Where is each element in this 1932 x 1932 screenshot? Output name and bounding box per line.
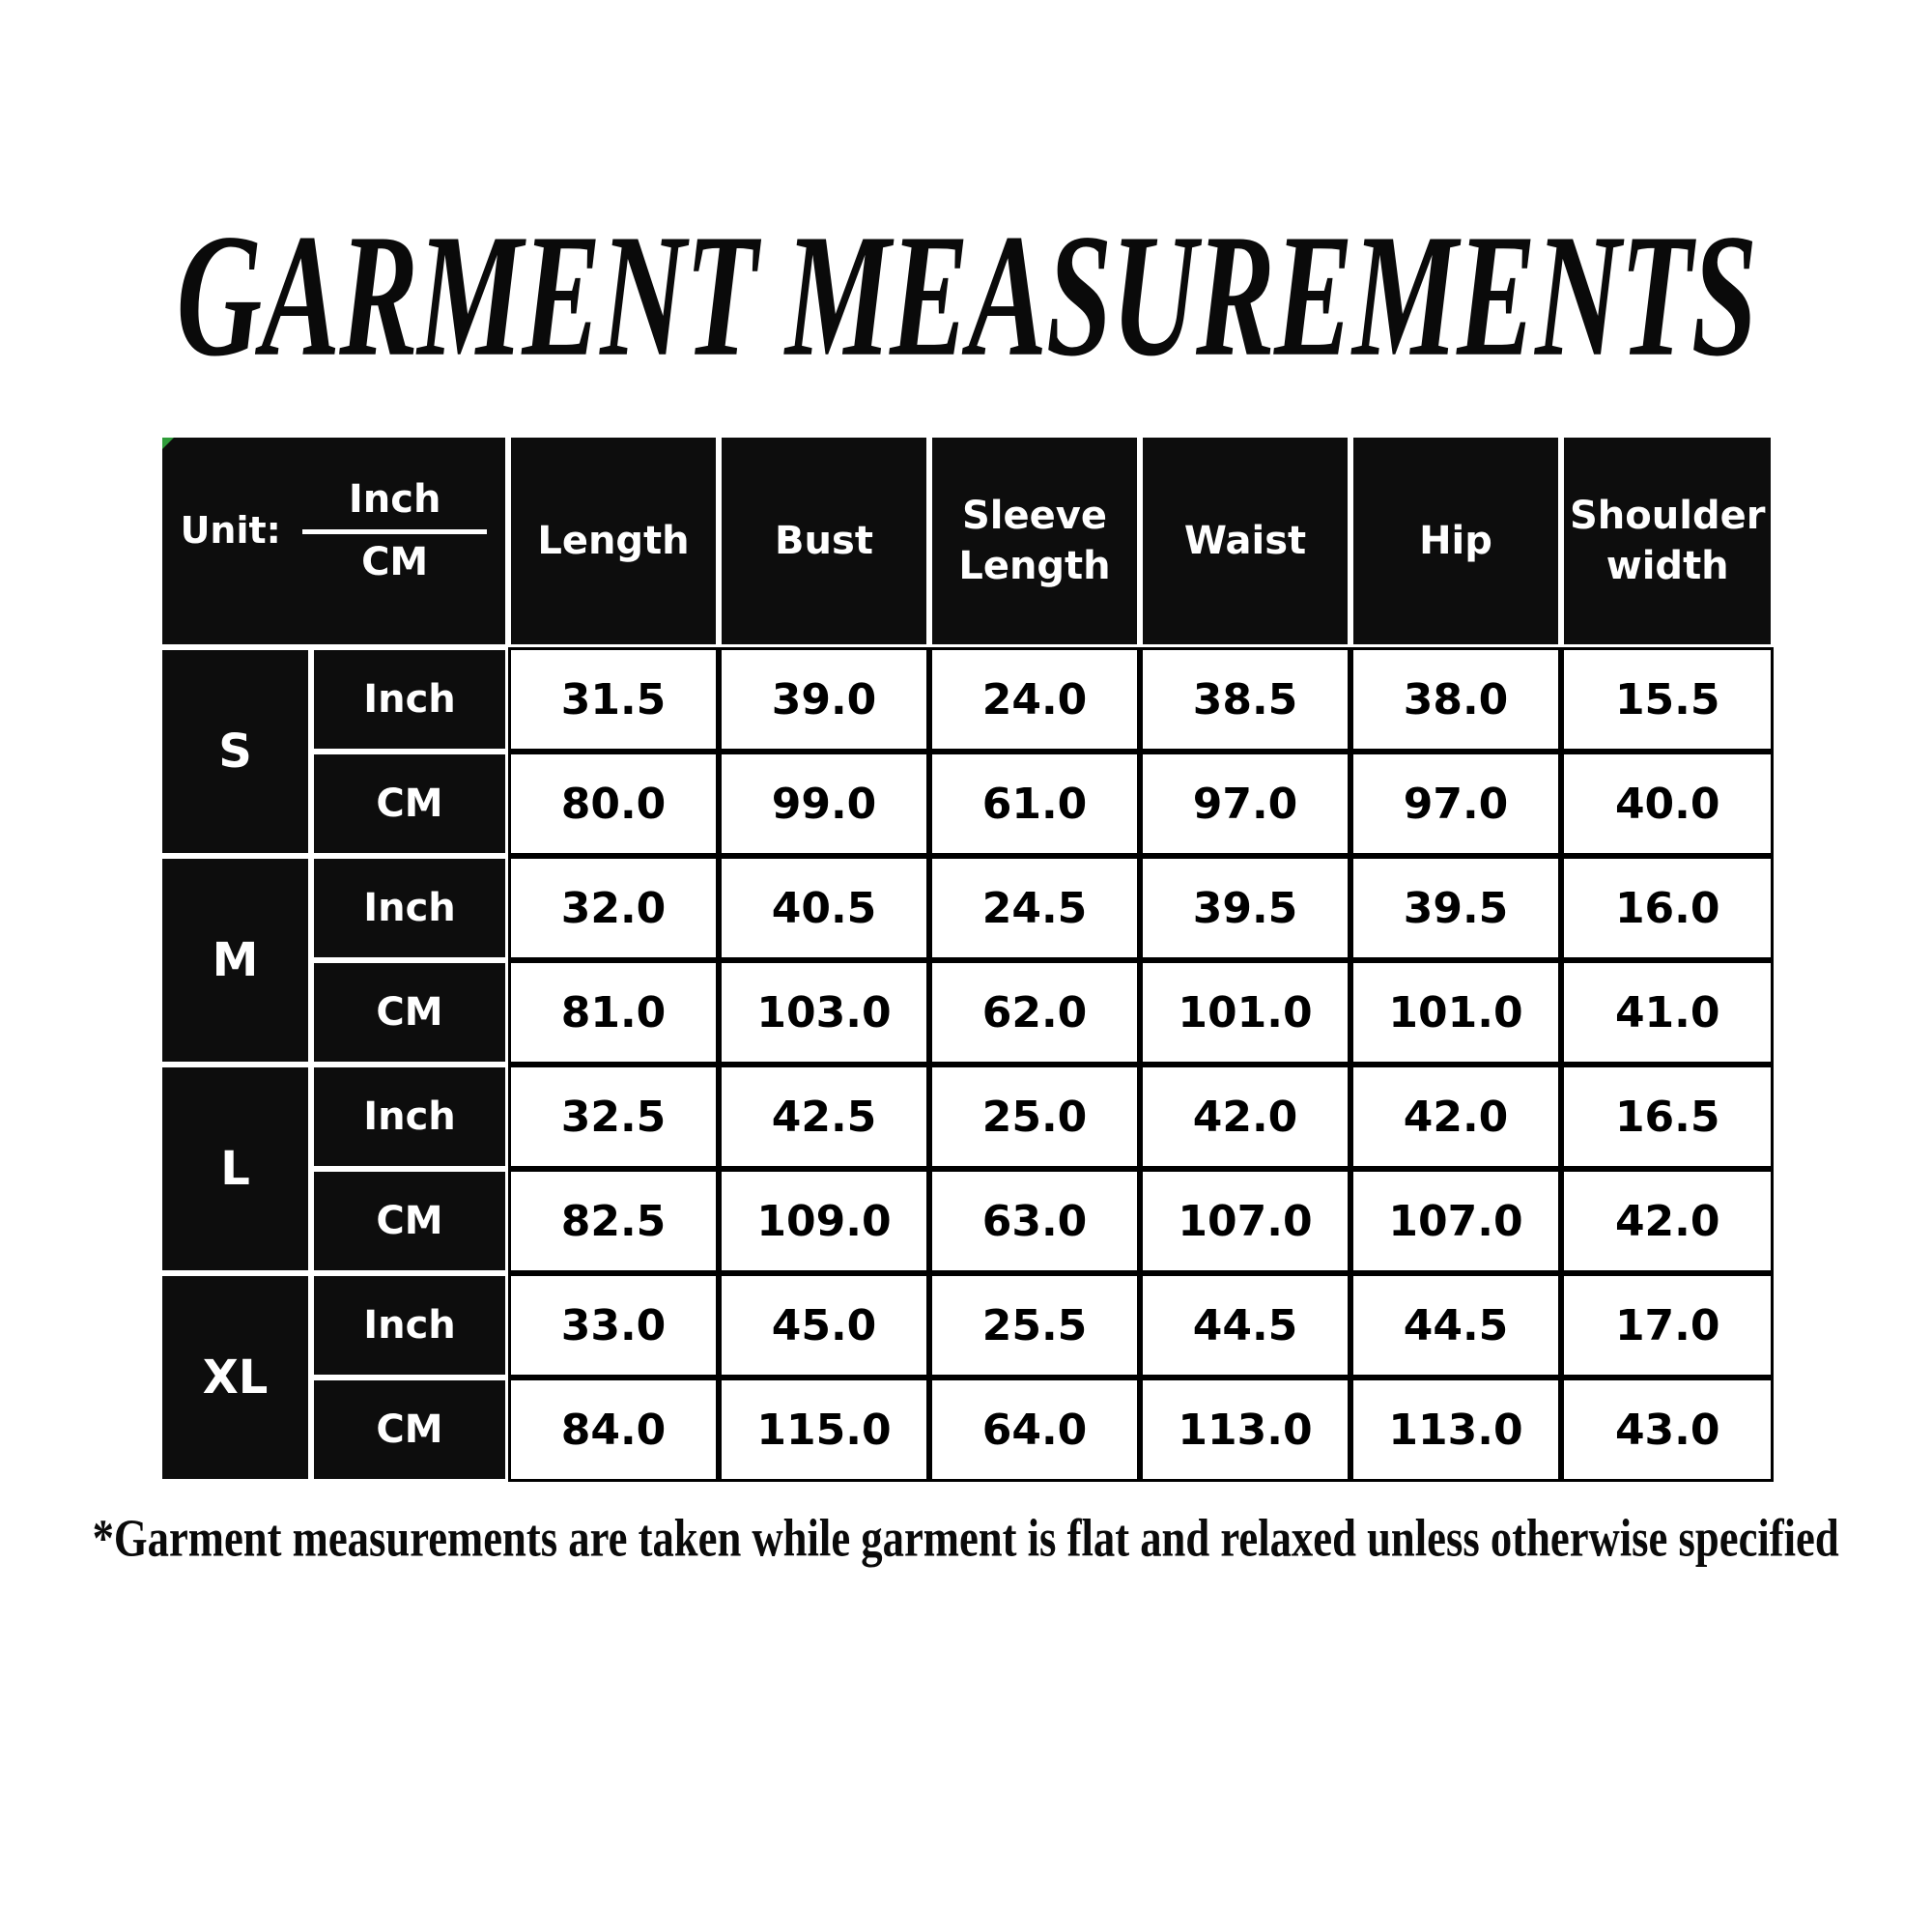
- value-cell: 82.5: [508, 1169, 719, 1273]
- value-cell: 31.5: [508, 647, 719, 752]
- unit-fraction-group: Unit: Inch CM: [162, 477, 505, 606]
- value-cell: 17.0: [1561, 1273, 1775, 1378]
- unit-cell: Inch: [311, 1065, 508, 1169]
- column-header-length: Length: [508, 435, 719, 647]
- value-cell: 32.0: [508, 856, 719, 960]
- measurements-table: Unit: Inch CM Length Bust Sleeve Length …: [159, 435, 1775, 1482]
- value-cell: 32.5: [508, 1065, 719, 1169]
- size-cell-l: L: [159, 1065, 311, 1273]
- value-cell: 107.0: [1140, 1169, 1350, 1273]
- header-row: Unit: Inch CM Length Bust Sleeve Length …: [159, 435, 1775, 647]
- table-row: M Inch 32.0 40.5 24.5 39.5 39.5 16.0: [159, 856, 1775, 1065]
- value-cell: 62.0: [929, 960, 1140, 1065]
- page-title-row: GARMENT MEASUREMENTS: [0, 207, 1932, 383]
- table-row: CM 80.0 99.0 61.0 97.0 97.0 40.0: [159, 752, 1775, 856]
- unit-option-cm: CM: [361, 539, 429, 584]
- value-cell: 39.5: [1350, 856, 1561, 960]
- size-cell-xl: XL: [159, 1273, 311, 1482]
- value-cell: 99.0: [719, 752, 929, 856]
- value-cell: 16.5: [1561, 1065, 1775, 1169]
- unit-label: Unit:: [180, 509, 281, 552]
- size-cell-m: M: [159, 856, 311, 1065]
- value-cell: 101.0: [1350, 960, 1561, 1065]
- value-cell: 109.0: [719, 1169, 929, 1273]
- value-cell: 38.5: [1140, 647, 1350, 752]
- value-cell: 42.5: [719, 1065, 929, 1169]
- value-cell: 64.0: [929, 1378, 1140, 1482]
- table-row: L Inch 32.5 42.5 25.0 42.0 42.0 16.5: [159, 1065, 1775, 1273]
- unit-fraction: Inch CM: [301, 477, 488, 584]
- value-cell: 97.0: [1350, 752, 1561, 856]
- page-title: GARMENT MEASUREMENTS: [176, 196, 1757, 393]
- value-cell: 81.0: [508, 960, 719, 1065]
- value-cell: 45.0: [719, 1273, 929, 1378]
- value-cell: 42.0: [1350, 1065, 1561, 1169]
- value-cell: 40.5: [719, 856, 929, 960]
- footnote-row: *Garment measurements are taken while ga…: [0, 1509, 1932, 1568]
- column-header-sleeve-length: Sleeve Length: [929, 435, 1140, 647]
- value-cell: 107.0: [1350, 1169, 1561, 1273]
- value-cell: 80.0: [508, 752, 719, 856]
- value-cell: 44.5: [1140, 1273, 1350, 1378]
- value-cell: 103.0: [719, 960, 929, 1065]
- value-cell: 38.0: [1350, 647, 1561, 752]
- value-cell: 42.0: [1561, 1169, 1775, 1273]
- footnote-text: *Garment measurements are taken while ga…: [92, 1509, 1840, 1569]
- value-cell: 24.5: [929, 856, 1140, 960]
- table-row: CM 82.5 109.0 63.0 107.0 107.0 42.0: [159, 1169, 1775, 1273]
- value-cell: 43.0: [1561, 1378, 1775, 1482]
- unit-cell: Inch: [311, 647, 508, 752]
- value-cell: 15.5: [1561, 647, 1775, 752]
- table-row: CM 81.0 103.0 62.0 101.0 101.0 41.0: [159, 960, 1775, 1065]
- value-cell: 39.0: [719, 647, 929, 752]
- value-cell: 97.0: [1140, 752, 1350, 856]
- unit-cell: CM: [311, 1169, 508, 1273]
- size-cell-s: S: [159, 647, 311, 856]
- value-cell: 113.0: [1140, 1378, 1350, 1482]
- column-header-hip: Hip: [1350, 435, 1561, 647]
- value-cell: 115.0: [719, 1378, 929, 1482]
- green-corner-marker-icon: [162, 438, 175, 450]
- value-cell: 25.5: [929, 1273, 1140, 1378]
- value-cell: 33.0: [508, 1273, 719, 1378]
- column-header-bust: Bust: [719, 435, 929, 647]
- value-cell: 113.0: [1350, 1378, 1561, 1482]
- value-cell: 41.0: [1561, 960, 1775, 1065]
- value-cell: 84.0: [508, 1378, 719, 1482]
- table-row: CM 84.0 115.0 64.0 113.0 113.0 43.0: [159, 1378, 1775, 1482]
- unit-cell: CM: [311, 960, 508, 1065]
- table-row: S Inch 31.5 39.0 24.0 38.5 38.0 15.5: [159, 647, 1775, 856]
- value-cell: 39.5: [1140, 856, 1350, 960]
- value-cell: 16.0: [1561, 856, 1775, 960]
- column-header-shoulder-width: Shoulder width: [1561, 435, 1775, 647]
- unit-cell: Inch: [311, 1273, 508, 1378]
- value-cell: 42.0: [1140, 1065, 1350, 1169]
- unit-cell: CM: [311, 1378, 508, 1482]
- value-cell: 101.0: [1140, 960, 1350, 1065]
- value-cell: 25.0: [929, 1065, 1140, 1169]
- unit-option-inch: Inch: [301, 477, 488, 534]
- column-header-waist: Waist: [1140, 435, 1350, 647]
- table-row: XL Inch 33.0 45.0 25.5 44.5 44.5 17.0: [159, 1273, 1775, 1482]
- unit-cell: Inch: [311, 856, 508, 960]
- value-cell: 40.0: [1561, 752, 1775, 856]
- value-cell: 63.0: [929, 1169, 1140, 1273]
- unit-header-cell: Unit: Inch CM: [159, 435, 508, 647]
- value-cell: 44.5: [1350, 1273, 1561, 1378]
- value-cell: 61.0: [929, 752, 1140, 856]
- unit-cell: CM: [311, 752, 508, 856]
- value-cell: 24.0: [929, 647, 1140, 752]
